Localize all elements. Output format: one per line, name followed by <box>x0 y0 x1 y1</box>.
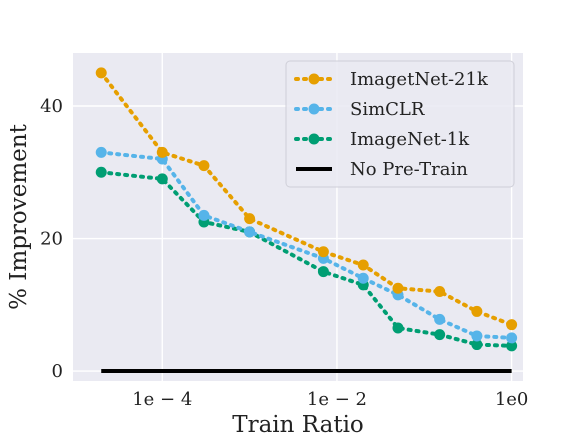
data-point <box>95 67 107 79</box>
legend-label: SimCLR <box>350 99 425 120</box>
legend-item: ImagetNet-21k <box>294 69 489 90</box>
legend-item: No Pre-Train <box>296 159 468 180</box>
legend-item: ImageNet-1k <box>294 129 470 150</box>
data-point <box>506 340 518 352</box>
y-axis-label: % Improvement <box>6 123 32 309</box>
data-point <box>506 332 518 344</box>
x-tick-label: 1e − 2 <box>307 389 367 410</box>
data-point <box>317 246 329 258</box>
data-point <box>198 209 210 221</box>
data-point <box>156 173 168 185</box>
series-layer <box>95 67 518 374</box>
series-line <box>99 70 514 327</box>
legend-item: SimCLR <box>294 99 425 120</box>
series-1 <box>95 146 518 344</box>
data-point <box>471 330 483 342</box>
x-tick-label: 1e0 <box>495 389 529 410</box>
data-point <box>95 166 107 178</box>
data-point <box>95 146 107 158</box>
legend-label: ImagetNet-21k <box>350 69 489 90</box>
data-point <box>198 160 210 172</box>
series-line <box>99 170 514 348</box>
y-tick-label: 40 <box>40 96 63 117</box>
series-0 <box>95 67 518 331</box>
data-point <box>434 286 446 298</box>
data-point <box>392 322 404 334</box>
y-tick-label: 0 <box>52 361 63 382</box>
data-point <box>471 305 483 317</box>
data-point <box>244 213 256 225</box>
series-line <box>99 150 514 340</box>
legend-box <box>285 60 515 188</box>
data-point <box>506 319 518 331</box>
data-point <box>392 282 404 294</box>
data-point <box>317 266 329 278</box>
data-point <box>434 329 446 341</box>
legend-label: No Pre-Train <box>350 159 468 180</box>
legend: ImagetNet-21k SimCLR ImageNet-1k No Pre-Tra… <box>285 60 515 188</box>
data-point <box>471 339 483 351</box>
legend-marker <box>308 133 320 145</box>
data-point <box>434 313 446 325</box>
data-point <box>244 226 256 238</box>
legend-marker <box>308 103 320 115</box>
legend-marker <box>308 73 320 85</box>
legend-label: ImageNet-1k <box>350 129 470 150</box>
x-axis-label: Train Ratio <box>232 412 364 436</box>
data-point <box>357 272 369 284</box>
data-point <box>357 259 369 271</box>
ticks: 1e − 4 1e − 2 1e0 0 20 40 <box>40 96 528 410</box>
data-point <box>156 146 168 158</box>
y-tick-label: 20 <box>40 229 63 250</box>
x-tick-label: 1e − 4 <box>132 389 192 410</box>
